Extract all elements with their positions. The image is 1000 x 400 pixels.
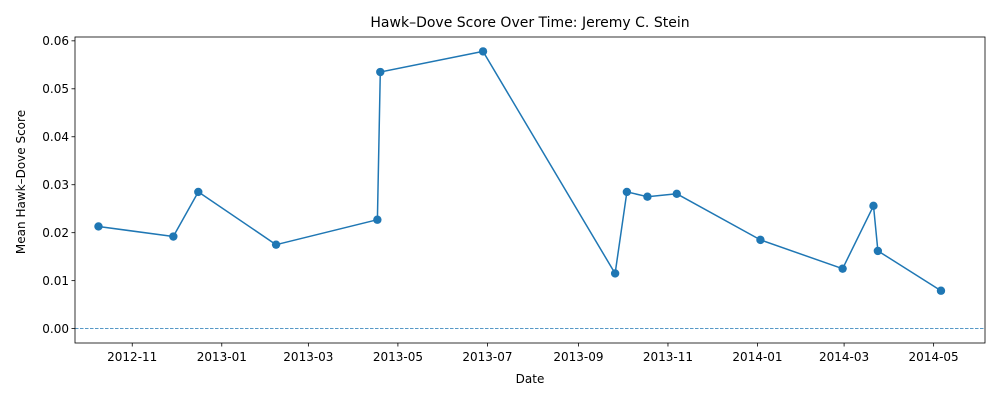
data-point	[271, 240, 281, 249]
x-tick-label: 2013-09	[553, 350, 603, 364]
x-tick-label: 2013-05	[373, 350, 423, 364]
y-tick-label: 0.05	[42, 82, 69, 96]
x-tick-label: 2014-03	[819, 350, 869, 364]
data-point	[869, 201, 878, 211]
data-point	[672, 189, 681, 199]
data-point	[936, 286, 946, 295]
data-point	[194, 187, 203, 197]
series-group	[94, 47, 946, 295]
data-point	[94, 222, 103, 231]
x-tick-label: 2013-01	[197, 350, 247, 364]
x-tick-label: 2014-01	[732, 350, 782, 364]
data-point	[376, 67, 385, 77]
data-point	[838, 264, 847, 273]
data-point	[610, 269, 620, 278]
y-tick-label: 0.03	[42, 178, 69, 192]
chart-title: Hawk–Dove Score Over Time: Jeremy C. Ste…	[370, 15, 689, 31]
x-tick-label: 2013-11	[643, 350, 693, 364]
y-tick-label: 0.00	[42, 322, 69, 336]
y-tick-label: 0.01	[42, 274, 69, 288]
y-tick-label: 0.04	[42, 130, 69, 144]
data-point	[756, 235, 765, 245]
data-point	[373, 215, 382, 224]
y-tick-label: 0.06	[42, 34, 69, 48]
data-point	[643, 192, 652, 201]
data-point	[169, 232, 178, 241]
axes-group	[74, 36, 986, 344]
y-ticks-group: 0.00 0.01 0.02 0.03 0.04 0.05 0.06	[42, 34, 75, 336]
x-tick-label: 2012-11	[107, 350, 157, 364]
x-tick-label: 2013-07	[462, 350, 512, 364]
x-axis-label: Date	[516, 372, 545, 386]
series-line	[98, 50, 942, 292]
data-point	[873, 246, 883, 256]
x-tick-label: 2013-03	[283, 350, 333, 364]
x-tick-label: 2014-05	[909, 350, 959, 364]
data-point	[478, 47, 488, 56]
plot-frame	[74, 36, 986, 344]
y-axis-label: Mean Hawk–Dove Score	[14, 110, 28, 254]
x-ticks-group: 2012-11 2013-01 2013-03 2013-05 2013-07 2013-…	[107, 343, 959, 364]
y-tick-label: 0.02	[42, 226, 69, 240]
data-point	[622, 187, 632, 197]
